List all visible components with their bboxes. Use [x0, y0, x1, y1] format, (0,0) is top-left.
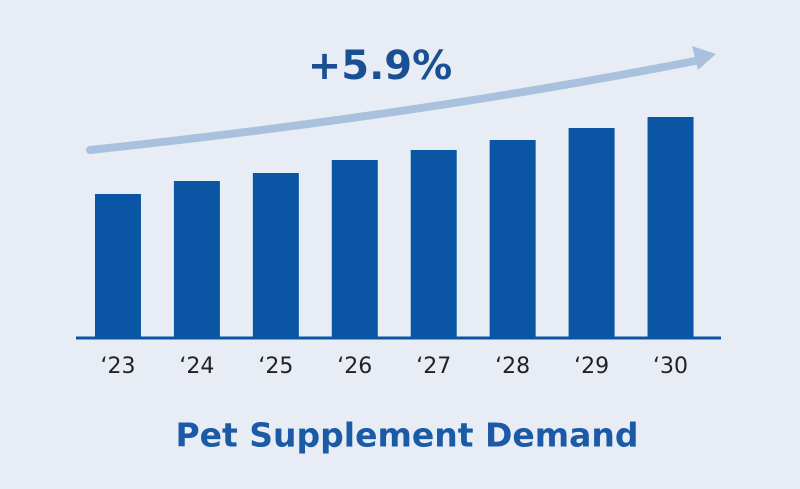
bar	[489, 140, 536, 338]
x-tick-label: ‘28	[495, 354, 530, 379]
trend-arrowhead	[692, 46, 716, 70]
bar	[252, 173, 299, 338]
x-tick-label: ‘30	[653, 354, 688, 379]
bar	[331, 160, 378, 338]
x-tick-label: ‘29	[574, 354, 609, 379]
bar	[94, 194, 141, 338]
x-tick-label: ‘23	[100, 354, 135, 379]
x-tick-label: ‘26	[337, 354, 372, 379]
x-tick-label: ‘25	[258, 354, 293, 379]
bar	[568, 128, 615, 338]
bar	[173, 181, 220, 338]
growth-annotation: +5.9%	[308, 43, 452, 89]
x-tick-label: ‘24	[179, 354, 214, 379]
bar	[410, 150, 457, 338]
trend-arrow	[86, 56, 704, 154]
bar	[647, 117, 694, 338]
x-tick-label: ‘27	[416, 354, 451, 379]
chart-title: Pet Supplement Demand	[175, 416, 638, 455]
